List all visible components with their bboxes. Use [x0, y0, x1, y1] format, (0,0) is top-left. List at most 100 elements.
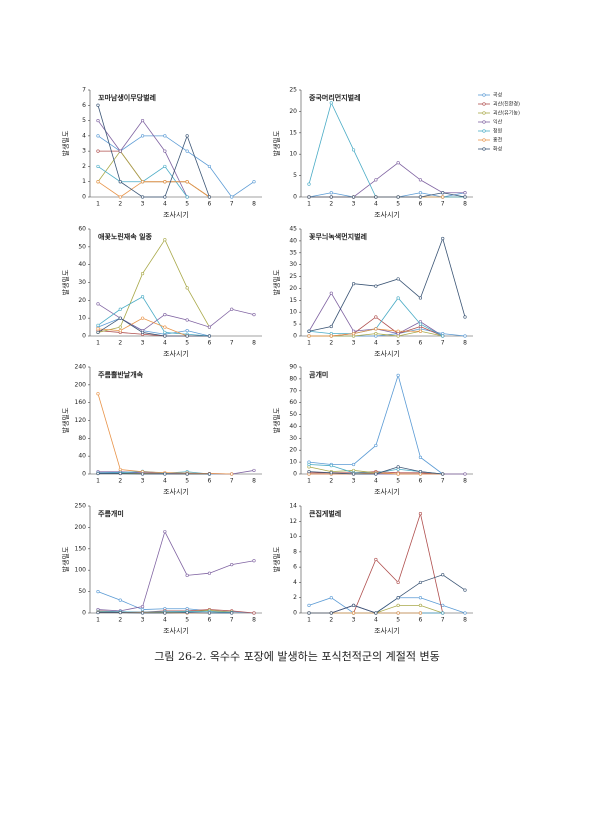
data-point: [230, 472, 234, 476]
data-point: [374, 178, 378, 182]
data-point: [418, 191, 423, 195]
series-line: [97, 296, 210, 337]
x-tick-label: 8: [252, 478, 256, 485]
data-point: [96, 180, 100, 184]
data-point: [230, 307, 234, 311]
data-point: [396, 580, 400, 585]
t: 주름개미: [98, 509, 124, 518]
data-point: [185, 334, 189, 338]
data-point: [329, 464, 333, 468]
series-line: [97, 181, 210, 198]
data-point: [374, 611, 378, 615]
data-point: [163, 472, 167, 476]
y-tick-label: 10: [289, 151, 297, 158]
y-tick-label: 7: [82, 87, 86, 94]
data-point: [230, 195, 234, 199]
series-line: [97, 135, 255, 198]
y-tick-label: 0: [82, 471, 86, 478]
series-line: [97, 530, 255, 612]
y-axis-label: 발생밀도: [272, 407, 281, 433]
series-line: [308, 237, 466, 332]
y-axis-label: 발생밀도: [61, 130, 70, 156]
y-tick-label: 30: [289, 261, 297, 268]
series-line: [308, 101, 465, 198]
x-axis-label: 조사시기: [374, 349, 400, 358]
y-tick-label: 0: [293, 194, 297, 201]
data-point: [351, 332, 356, 336]
data-point: [396, 296, 400, 300]
data-point: [374, 443, 378, 448]
legend-marker: [482, 93, 486, 97]
legend-marker: [482, 147, 486, 151]
y-tick-label: 5: [293, 321, 297, 328]
data-point: [185, 180, 189, 184]
y-tick-label: 40: [78, 453, 86, 460]
series-line: [309, 192, 466, 198]
data-point: [396, 465, 400, 469]
data-point: [307, 611, 311, 615]
y-tick-label: 10: [78, 315, 86, 322]
data-point: [185, 134, 189, 138]
data-point: [396, 329, 400, 333]
y-tick-label: 6: [82, 102, 86, 109]
data-point: [418, 580, 423, 585]
y-tick-label: 150: [75, 545, 87, 552]
data-point: [96, 103, 100, 107]
series-line: [97, 105, 210, 198]
data-point: [96, 323, 100, 327]
x-tick-label: 2: [329, 340, 333, 347]
data-point: [118, 316, 122, 320]
y-tick-label: 5: [82, 117, 86, 124]
data-point: [185, 573, 189, 577]
x-tick-label: 3: [352, 201, 356, 208]
y-tick-label: 0: [293, 610, 297, 617]
data-point: [118, 467, 122, 472]
y-tick-label: 4: [293, 579, 297, 586]
data-point: [329, 596, 333, 600]
t: 꽃무늬녹색먼지벌레: [309, 232, 367, 241]
x-tick-label: 8: [463, 340, 467, 347]
x-tick-label: 3: [141, 340, 145, 347]
data-point: [96, 327, 100, 331]
data-point: [329, 191, 333, 195]
x-tick-label: 2: [118, 617, 122, 624]
data-point: [351, 603, 356, 607]
x-tick-label: 3: [141, 201, 145, 208]
data-point: [252, 180, 256, 184]
y-tick-label: 200: [75, 524, 87, 531]
data-point: [351, 195, 356, 199]
y-tick-label: 60: [289, 399, 297, 406]
y-axis-label: 발생밀도: [272, 546, 281, 572]
x-tick-label: 8: [252, 201, 256, 208]
data-point: [118, 610, 122, 615]
legend-label: 청원: [493, 128, 503, 135]
x-axis-label: 조사시기: [163, 626, 189, 635]
data-point: [396, 611, 400, 615]
x-tick-label: 3: [352, 617, 356, 624]
data-point: [463, 611, 467, 615]
data-point: [396, 277, 400, 281]
data-point: [207, 611, 212, 615]
data-point: [441, 334, 445, 338]
data-point: [418, 329, 423, 333]
series-line: [97, 317, 210, 337]
x-tick-label: 2: [329, 201, 333, 208]
data-point: [118, 598, 122, 602]
data-point: [418, 178, 423, 182]
data-point: [329, 291, 333, 295]
data-point: [418, 455, 423, 459]
legend-label: 괴산(유기농): [493, 110, 520, 117]
y-tick-label: 20: [289, 447, 297, 454]
x-tick-label: 4: [374, 340, 378, 347]
x-axis-label: 조사시기: [374, 210, 400, 219]
y-tick-label: 6: [293, 564, 297, 571]
data-point: [396, 161, 400, 165]
data-point: [252, 559, 256, 563]
x-axis-label: 조사시기: [163, 487, 189, 496]
x-tick-label: 4: [374, 617, 378, 624]
data-point: [140, 330, 145, 335]
data-point: [96, 330, 100, 335]
x-tick-label: 3: [352, 478, 356, 485]
data-point: [351, 462, 356, 467]
series-line: [97, 393, 232, 475]
